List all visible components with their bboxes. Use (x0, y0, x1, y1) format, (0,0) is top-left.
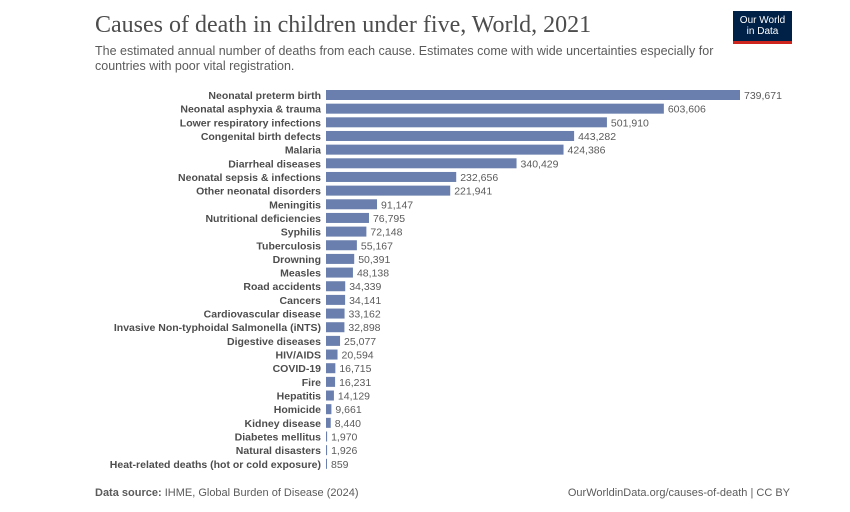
value-label: 33,162 (349, 309, 381, 321)
category-label: Neonatal asphyxia & trauma (180, 104, 321, 116)
value-label: 16,231 (339, 377, 371, 389)
bar[interactable] (326, 226, 367, 237)
bar[interactable] (326, 294, 346, 305)
bar[interactable] (326, 267, 353, 278)
bar-chart: Neonatal preterm birth 739,671 Neonatal as… (110, 90, 782, 471)
category-label: Measles (280, 268, 321, 280)
chart-title: Causes of death in children under five, … (95, 12, 592, 38)
bar[interactable] (326, 103, 664, 114)
logo-line-1: Our World (739, 15, 786, 26)
value-label: 72,148 (370, 227, 402, 239)
category-label: Hepatitis (277, 391, 322, 403)
category-label: Kidney disease (245, 418, 322, 430)
value-label: 232,656 (460, 172, 498, 184)
value-label: 20,594 (342, 350, 374, 362)
bar[interactable] (326, 404, 332, 415)
category-label: Cancers (280, 295, 322, 307)
category-label: Syphilis (281, 227, 321, 239)
category-label: Meningitis (269, 199, 321, 211)
category-label: Invasive Non-typhoidal Salmonella (iNTS) (114, 322, 321, 334)
value-label: 76,795 (373, 213, 405, 225)
bar[interactable] (326, 417, 331, 428)
category-label: Fire (302, 377, 321, 389)
category-label: Homicide (274, 404, 321, 416)
category-label: Neonatal preterm birth (208, 90, 321, 102)
category-label: Nutritional deficiencies (205, 213, 321, 225)
category-label: Other neonatal disorders (196, 186, 321, 198)
bar[interactable] (326, 253, 355, 264)
value-label: 55,167 (361, 240, 393, 252)
category-label: Drowning (273, 254, 321, 266)
bar[interactable] (326, 390, 334, 401)
value-label: 91,147 (381, 199, 413, 211)
bar[interactable] (326, 144, 564, 155)
bar[interactable] (326, 322, 345, 333)
bar[interactable] (326, 363, 336, 374)
bar[interactable] (326, 335, 341, 346)
logo-line-2: in Data (746, 26, 779, 37)
value-label: 16,715 (339, 363, 371, 375)
value-label: 8,440 (335, 418, 361, 430)
value-label: 603,606 (668, 104, 706, 116)
category-label: Lower respiratory infections (180, 117, 321, 129)
value-label: 424,386 (568, 145, 606, 157)
category-label: Congenital birth defects (201, 131, 321, 143)
bar[interactable] (326, 171, 457, 182)
bar[interactable] (326, 117, 607, 128)
category-label: Neonatal sepsis & infections (178, 172, 321, 184)
value-label: 48,138 (357, 268, 389, 280)
value-label: 340,429 (521, 158, 559, 170)
value-label: 34,339 (349, 281, 381, 293)
value-label: 14,129 (338, 391, 370, 403)
value-label: 1,970 (331, 432, 357, 444)
category-label: Diabetes mellitus (235, 432, 322, 444)
data-source: Data source: IHME, Global Burden of Dise… (95, 487, 359, 499)
value-label: 9,661 (335, 404, 361, 416)
value-label: 32,898 (348, 322, 380, 334)
bar[interactable] (326, 445, 328, 456)
value-label: 50,391 (358, 254, 390, 266)
value-label: 501,910 (611, 117, 649, 129)
category-label: Digestive diseases (227, 336, 321, 348)
data-source-text: IHME, Global Burden of Disease (2024) (164, 487, 359, 499)
bar[interactable] (326, 308, 345, 319)
bar[interactable] (326, 199, 378, 210)
value-label: 34,141 (349, 295, 381, 307)
value-label: 221,941 (454, 186, 492, 198)
category-label: COVID-19 (273, 363, 322, 375)
value-label: 859 (331, 459, 349, 471)
category-label: Malaria (285, 145, 321, 157)
category-label: Tuberculosis (256, 240, 321, 252)
owid-logo[interactable]: Our World in Data (733, 11, 792, 44)
category-label: HIV/AIDS (275, 350, 321, 362)
bar[interactable] (326, 130, 575, 141)
category-label: Diarrheal diseases (228, 158, 321, 170)
bar[interactable] (326, 240, 357, 251)
data-source-label: Data source: (95, 487, 162, 499)
category-label: Road accidents (243, 281, 321, 293)
value-label: 739,671 (744, 90, 782, 102)
source-link[interactable]: OurWorldinData.org/causes-of-death | CC … (567, 487, 790, 499)
bar[interactable] (326, 349, 338, 360)
bar[interactable] (326, 185, 451, 196)
value-label: 443,282 (578, 131, 616, 143)
value-label: 25,077 (344, 336, 376, 348)
category-label: Heat-related deaths (hot or cold exposur… (110, 459, 321, 471)
bar[interactable] (326, 281, 346, 292)
bar[interactable] (326, 431, 328, 442)
value-label: 1,926 (331, 445, 357, 457)
bar[interactable] (326, 376, 336, 387)
bar[interactable] (326, 458, 327, 469)
category-label: Cardiovascular disease (204, 309, 321, 321)
chart-subtitle: The estimated annual number of deaths fr… (95, 44, 714, 73)
category-label: Natural disasters (236, 445, 321, 457)
bar[interactable] (326, 158, 517, 169)
bar[interactable] (326, 212, 369, 223)
bar[interactable] (326, 90, 740, 100)
